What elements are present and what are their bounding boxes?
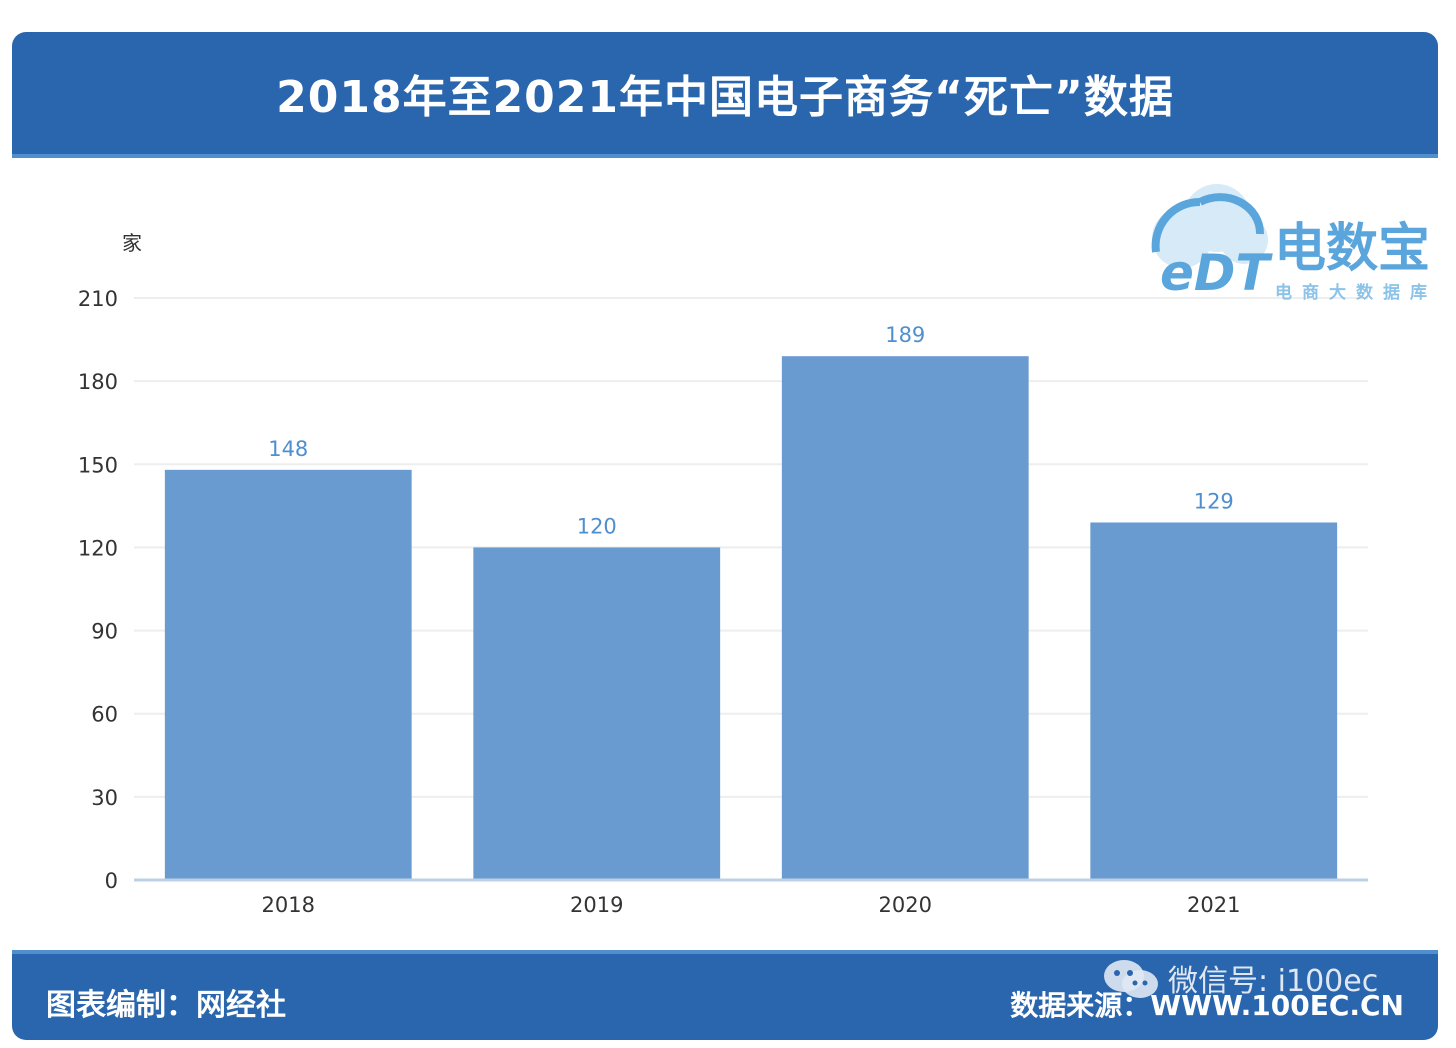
logo-mark: eDT bbox=[1160, 244, 1273, 302]
y-tick-label: 210 bbox=[78, 287, 118, 311]
wechat-id: 微信号: i100ec bbox=[1168, 964, 1379, 999]
chart-card: 2018年至2021年中国电子商务“死亡”数据 0 30 60 90 120 150 180… bbox=[12, 32, 1438, 1040]
header-bar: 2018年至2021年中国电子商务“死亡”数据 bbox=[12, 32, 1438, 158]
data-label-2021: 129 bbox=[1194, 489, 1234, 513]
y-tick-label: 30 bbox=[91, 786, 118, 810]
y-tick-label: 120 bbox=[78, 536, 118, 560]
bars bbox=[164, 356, 1338, 880]
y-tick-label: 0 bbox=[105, 869, 118, 893]
bar-2018 bbox=[164, 469, 412, 880]
bar-2019 bbox=[473, 547, 721, 880]
data-labels: 148 120 189 129 bbox=[268, 323, 1234, 538]
logo-subtitle: 电商大数据库 bbox=[1275, 282, 1437, 303]
data-label-2020: 189 bbox=[885, 323, 925, 347]
wechat-watermark: 微信号: i100ec bbox=[1102, 956, 1378, 1000]
y-axis-unit: 家 bbox=[122, 231, 142, 255]
chart-title: 2018年至2021年中国电子商务“死亡”数据 bbox=[276, 72, 1174, 123]
data-label-2019: 120 bbox=[577, 514, 617, 538]
bar-2020 bbox=[781, 356, 1029, 880]
y-axis-ticks: 0 30 60 90 120 150 180 210 bbox=[78, 287, 118, 893]
cloud-logo-icon bbox=[1151, 184, 1268, 268]
x-tick-label-2018: 2018 bbox=[262, 893, 315, 917]
logo-name: 电数宝 bbox=[1274, 219, 1430, 279]
x-tick-label-2021: 2021 bbox=[1187, 893, 1240, 917]
y-tick-label: 150 bbox=[78, 453, 118, 477]
chart-credit: 图表编制：网经社 bbox=[46, 988, 286, 1023]
data-label-2018: 148 bbox=[268, 437, 308, 461]
y-tick-label: 60 bbox=[91, 703, 118, 727]
wechat-icon bbox=[1104, 960, 1158, 998]
x-tick-label-2020: 2020 bbox=[879, 893, 932, 917]
data-source: 数据来源：WWW.100EC.CN bbox=[1010, 989, 1404, 1022]
edt-logo: eDT 电数宝 电商大数据库 bbox=[1151, 184, 1437, 303]
y-tick-label: 180 bbox=[78, 370, 118, 394]
y-tick-label: 90 bbox=[91, 620, 118, 644]
x-tick-label-2019: 2019 bbox=[570, 893, 623, 917]
bar-2021 bbox=[1090, 522, 1338, 880]
footer-bar: 图表编制：网经社 微信号: i100ec 数据来源：WWW.100EC.CN bbox=[12, 950, 1438, 1040]
x-axis-ticks: 2018 2019 2020 2021 bbox=[262, 893, 1241, 917]
